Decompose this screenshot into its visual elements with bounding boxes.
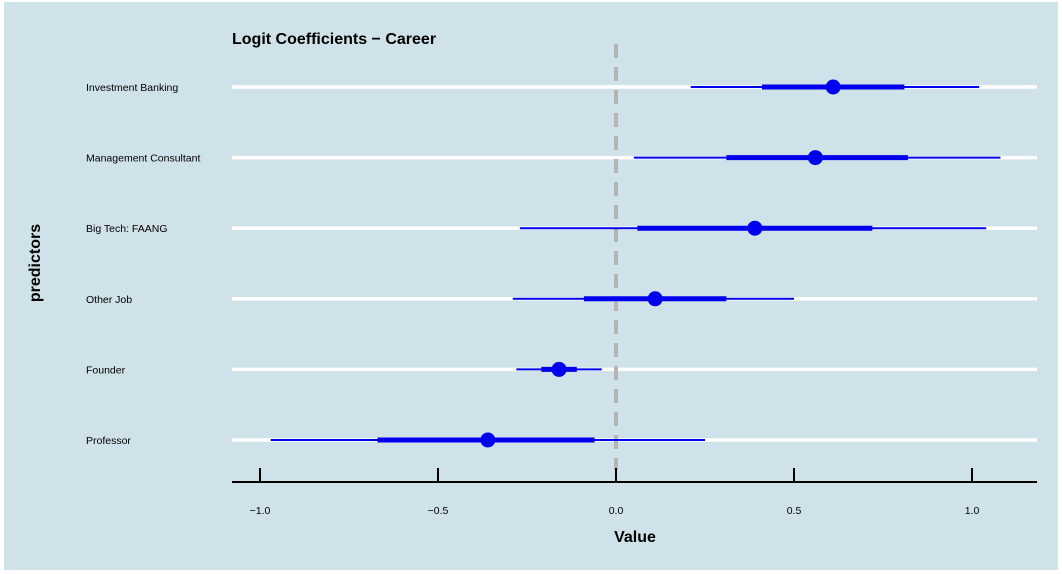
predictor-label: Professor — [86, 435, 131, 447]
coefficient-point — [807, 150, 823, 166]
x-tick-label: 1.0 — [965, 505, 980, 517]
predictor-label: Investment Banking — [86, 82, 178, 94]
y-axis-title: predictors — [27, 224, 44, 302]
coefficient-point — [647, 291, 663, 307]
x-tick-label: 0.5 — [787, 505, 802, 517]
coefficient-point — [480, 432, 496, 448]
coefficient-point — [747, 220, 763, 236]
x-tick-label: −1.0 — [250, 505, 271, 517]
coefficient-point — [825, 79, 841, 95]
x-tick-label: −0.5 — [428, 505, 449, 517]
coefficient-series — [270, 79, 1001, 448]
predictor-label: Big Tech: FAANG — [86, 223, 168, 235]
x-axis-title: Value — [614, 529, 656, 546]
predictor-label: Management Consultant — [86, 153, 200, 165]
predictor-labels: Investment Banking Management Consultant B… — [86, 82, 200, 447]
coefficient-point — [551, 361, 567, 377]
predictor-label: Founder — [86, 364, 126, 376]
predictor-label: Other Job — [86, 294, 132, 306]
chart-title: Logit Coefficients − Career — [232, 31, 436, 48]
panel-background — [4, 2, 1058, 570]
x-axis: −1.0 −0.5 0.0 0.5 1.0 — [232, 468, 1037, 517]
x-tick-label: 0.0 — [609, 505, 624, 517]
